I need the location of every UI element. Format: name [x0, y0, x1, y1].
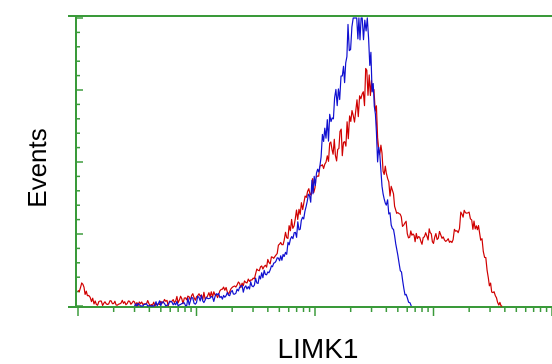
- series-red-line: [77, 67, 503, 307]
- x-axis-ticks: [77, 307, 552, 316]
- y-axis-ticks: [76, 17, 83, 307]
- histogram-series: [77, 17, 503, 307]
- y-axis-label: Events: [22, 128, 52, 208]
- plot-area: [68, 15, 552, 316]
- x-axis-label: LIMK1: [278, 333, 359, 364]
- series-blue-line: [133, 17, 412, 307]
